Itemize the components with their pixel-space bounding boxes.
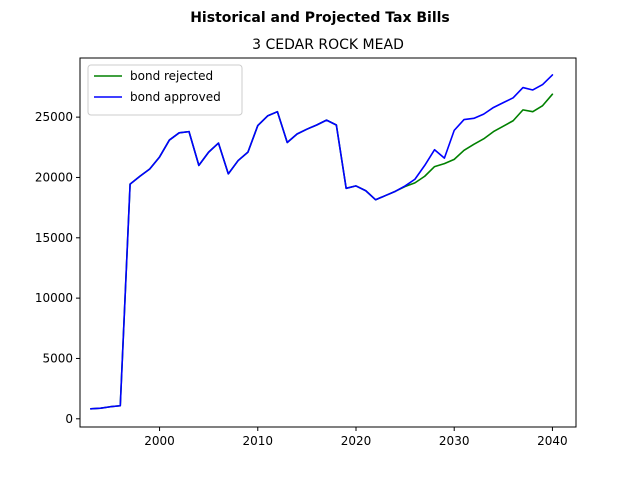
legend-label-1: bond approved: [130, 90, 221, 104]
chart-title: 3 CEDAR ROCK MEAD: [252, 37, 404, 53]
series-line-1: [90, 74, 554, 410]
legend-box: [87, 64, 243, 116]
y-tick-label: 5000: [42, 351, 73, 365]
x-tick-label: 2010: [243, 434, 274, 448]
legend-label-0: bond rejected: [130, 69, 213, 83]
axis-ticks: 2000 2010 2020 2030 2040 0 5000 10000 15000 20000…: [35, 110, 568, 448]
x-tick-label: 2030: [439, 434, 470, 448]
x-tick-label: 2020: [341, 434, 372, 448]
plot-area: [79, 57, 577, 428]
plot-frame: [79, 57, 577, 428]
y-tick-label: 25000: [35, 110, 73, 124]
y-tick-label: 10000: [35, 291, 73, 305]
series-lines: [90, 74, 554, 410]
x-tick-label: 2040: [537, 434, 568, 448]
y-tick-label: 0: [65, 412, 73, 426]
legend: bond rejected bond approved: [87, 64, 243, 116]
y-tick-label: 15000: [35, 231, 73, 245]
chart-suptitle: Historical and Projected Tax Bills: [190, 10, 450, 26]
y-tick-label: 20000: [35, 170, 73, 184]
x-tick-label: 2000: [144, 434, 175, 448]
